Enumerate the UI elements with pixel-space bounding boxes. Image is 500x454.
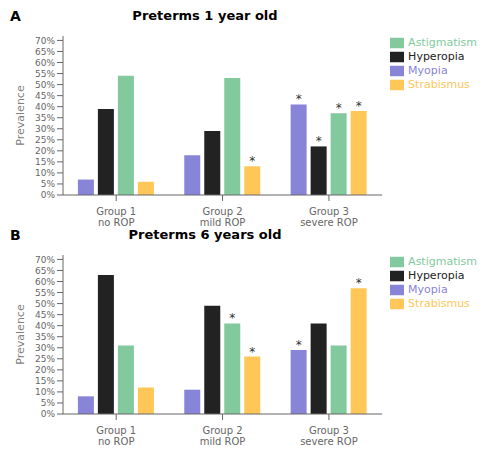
svg-text:60%: 60% [35,58,55,68]
html-text:Myopia: Myopia [408,283,448,296]
svg-text:Group 3severe ROP: Group 3severe ROP [300,206,358,227]
svg-text:70%: 70% [35,255,55,265]
svg-text:50%: 50% [35,80,55,90]
svg-text:5%: 5% [41,398,56,408]
svg-text:5%: 5% [41,179,56,189]
svg-text:20%: 20% [35,146,55,156]
svg-text:55%: 55% [35,288,55,298]
svg-text:70%: 70% [35,36,55,46]
svg-text:35%: 35% [35,113,55,123]
svg-text:*: * [249,345,255,359]
svg-text:*: * [356,276,362,290]
svg-text:Prevalence: Prevalence [14,85,27,146]
svg-text:*: * [336,101,342,115]
svg-text:*: * [296,338,302,352]
html-text:Astigmatism: Astigmatism [408,36,477,49]
svg-text:30%: 30% [35,343,55,353]
svg-text:15%: 15% [35,157,55,167]
svg-text:40%: 40% [35,102,55,112]
svg-text:*: * [316,134,322,148]
svg-text:0%: 0% [41,409,56,419]
svg-text:Group 1no ROP: Group 1no ROP [96,206,136,227]
svg-text:Prevalence: Prevalence [14,304,27,365]
svg-text:Group 2mild ROP: Group 2mild ROP [200,425,246,446]
svg-text:10%: 10% [35,168,55,178]
svg-text:*: * [249,154,255,168]
svg-text:35%: 35% [35,332,55,342]
svg-text:*: * [296,92,302,106]
svg-text:25%: 25% [35,135,55,145]
html-text:Hyperopia: Hyperopia [408,269,465,282]
html-text:Preterms 6 years old: Preterms 6 years old [128,227,282,242]
svg-text:0%: 0% [41,190,56,200]
html-text:Astigmatism: Astigmatism [408,255,477,268]
svg-text:Group 3severe ROP: Group 3severe ROP [300,425,358,446]
html-text:A: A [10,8,21,24]
svg-text:25%: 25% [35,354,55,364]
svg-text:50%: 50% [35,299,55,309]
svg-text:65%: 65% [35,47,55,57]
svg-text:*: * [356,99,362,113]
svg-text:10%: 10% [35,387,55,397]
svg-text:65%: 65% [35,266,55,276]
svg-text:45%: 45% [35,91,55,101]
svg-text:60%: 60% [35,277,55,287]
html-text:B: B [10,227,21,243]
svg-text:45%: 45% [35,310,55,320]
html-text:Myopia: Myopia [408,64,448,77]
svg-text:*: * [229,311,235,325]
svg-text:20%: 20% [35,365,55,375]
svg-text:Group 1no ROP: Group 1no ROP [96,425,136,446]
svg-text:55%: 55% [35,69,55,79]
html-text:Strabismus: Strabismus [408,297,470,310]
svg-text:40%: 40% [35,321,55,331]
svg-text:15%: 15% [35,376,55,386]
svg-text:30%: 30% [35,124,55,134]
html-text:Hyperopia: Hyperopia [408,50,465,63]
svg-text:Group 2mild ROP: Group 2mild ROP [200,206,246,227]
html-text:Strabismus: Strabismus [408,78,470,91]
html-text:Preterms 1 year old: Preterms 1 year old [132,8,278,23]
